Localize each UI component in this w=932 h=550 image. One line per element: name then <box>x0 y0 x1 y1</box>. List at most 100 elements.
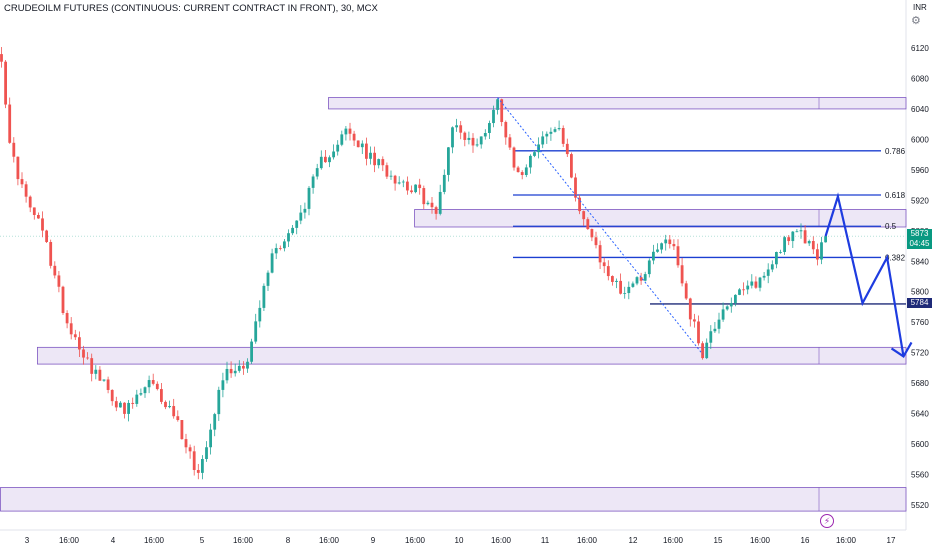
candle-body <box>41 218 44 231</box>
candle-body <box>381 159 385 166</box>
y-tick-label: 5800 <box>911 288 929 297</box>
x-tick-label: 16 <box>801 536 810 545</box>
candle-body <box>61 286 65 314</box>
candle-body <box>746 285 750 290</box>
candle-body <box>529 155 532 168</box>
candle-body <box>463 132 467 140</box>
time-axis: 3 16:00 4 16:00 5 16:00 8 16:00 9 16:00 10 16:00 11 1… <box>25 536 896 545</box>
candle-body <box>775 252 778 265</box>
candle-body <box>389 175 393 177</box>
candle-body <box>422 188 426 205</box>
zone-rect <box>37 346 907 365</box>
price-axis: 5520556056005640568057205760580058405880… <box>911 44 929 510</box>
candle-body <box>401 181 405 183</box>
candle-body <box>459 125 463 133</box>
candle-body <box>496 99 499 110</box>
candle-body <box>37 214 40 219</box>
candle-body <box>672 244 676 247</box>
candle-body <box>504 122 508 138</box>
candle-body <box>106 379 110 390</box>
y-tick-label: 6040 <box>911 105 929 114</box>
candle-body <box>287 233 290 242</box>
candle-body <box>24 184 28 197</box>
candle-body <box>533 152 536 156</box>
candle-body <box>262 285 266 308</box>
candle-body <box>164 401 167 408</box>
candle-body <box>365 143 368 159</box>
candle-body <box>750 281 754 286</box>
candle-body <box>360 143 364 148</box>
candle-body <box>693 319 696 322</box>
lightning-icon[interactable]: ⚡ <box>820 514 834 528</box>
candle-body <box>742 289 745 291</box>
candle-body <box>762 275 766 278</box>
x-tick-label: 17 <box>887 536 896 545</box>
candle-body <box>570 154 573 178</box>
y-tick-label: 6000 <box>911 135 929 144</box>
candle-body <box>78 337 81 350</box>
candle-body <box>123 402 126 414</box>
supply-demand-zones <box>0 97 907 512</box>
candle-body <box>590 229 594 238</box>
candle-body <box>783 237 786 252</box>
y-tick-label: 5560 <box>911 471 929 480</box>
candle-body <box>483 133 487 137</box>
candle-body <box>20 179 24 185</box>
candle-body <box>16 156 20 180</box>
candle-body <box>520 172 524 176</box>
y-tick-label: 5680 <box>911 379 929 388</box>
gear-icon[interactable]: ⚙ <box>911 14 921 27</box>
y-tick-label: 6080 <box>911 74 929 83</box>
candle-body <box>455 125 458 128</box>
candle-body <box>803 230 807 244</box>
candle-body <box>574 177 577 198</box>
candle-body <box>340 134 344 145</box>
candle-body <box>779 251 782 253</box>
x-tick-label: 10 <box>455 536 464 545</box>
candle-body <box>356 140 360 148</box>
candle-body <box>561 128 565 144</box>
candle-body <box>274 248 278 254</box>
level-price-tag: 5784 <box>907 298 932 308</box>
candle-body <box>303 208 307 213</box>
y-tick-label: 5640 <box>911 410 929 419</box>
candle-body <box>291 227 294 234</box>
candle-body <box>701 343 704 359</box>
candle-body <box>270 253 274 273</box>
candle-body <box>442 174 446 192</box>
candle-body <box>311 176 315 188</box>
last-price-value: 5873 <box>910 229 929 238</box>
candle-body <box>492 109 495 124</box>
y-tick-label: 5960 <box>911 166 929 175</box>
candle-body <box>430 202 434 208</box>
candlestick-series <box>0 46 827 480</box>
candle-body <box>611 276 614 282</box>
candle-body <box>516 167 520 173</box>
candle-body <box>155 383 159 390</box>
candle-body <box>598 245 602 263</box>
x-tick-label: 16:00 <box>663 536 684 545</box>
x-tick-label: 16:00 <box>144 536 165 545</box>
zone-rect <box>328 97 907 110</box>
candle-body <box>4 61 7 105</box>
candle-body <box>385 165 389 177</box>
candle-body <box>180 420 184 440</box>
candle-body <box>541 136 545 145</box>
candle-body <box>258 307 262 322</box>
candle-body <box>176 416 180 421</box>
candle-body <box>319 156 323 169</box>
y-tick-label: 5920 <box>911 196 929 205</box>
candle-body <box>676 246 680 266</box>
candle-body <box>725 306 729 310</box>
candle-body <box>717 319 721 329</box>
candle-body <box>250 341 253 362</box>
chart-title: CRUDEOILM FUTURES (CONTINUOUS: CURRENT C… <box>4 3 378 14</box>
candle-body <box>807 241 811 244</box>
candle-body <box>369 152 372 159</box>
candle-body <box>664 239 668 244</box>
candle-body <box>406 181 409 191</box>
candle-body <box>488 123 491 134</box>
candle-body <box>32 207 36 215</box>
candle-body <box>160 389 163 402</box>
